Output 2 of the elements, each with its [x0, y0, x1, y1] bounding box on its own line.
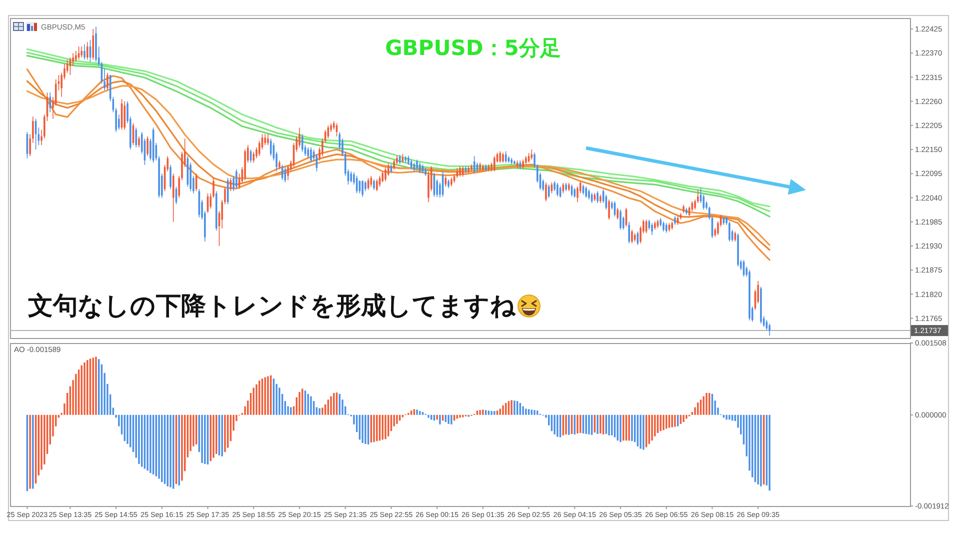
annotation: 文句なしの下降トレンドを形成してますね: [28, 291, 516, 320]
text: GBPUSD：5分足: [385, 36, 561, 60]
